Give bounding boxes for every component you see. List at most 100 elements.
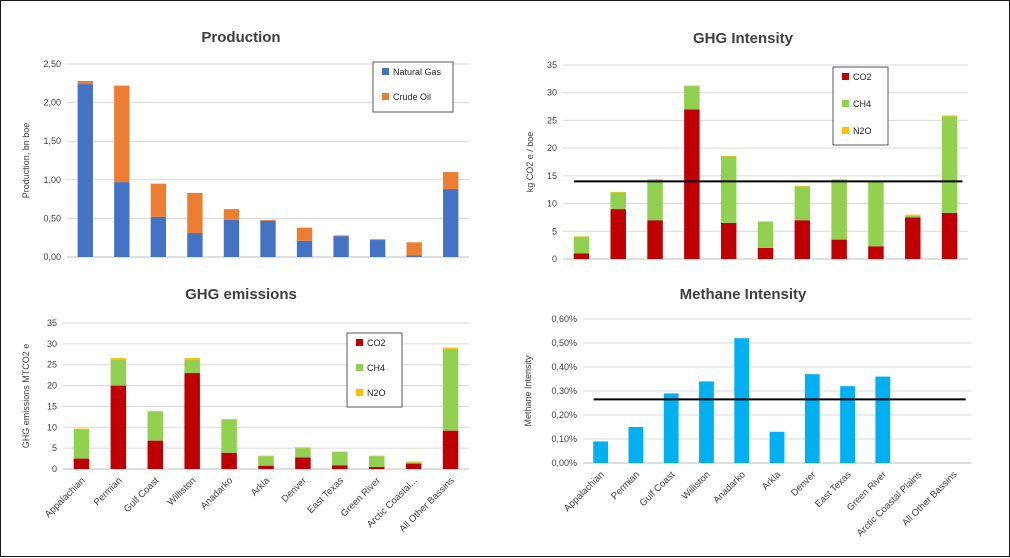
legend-entry: CO2 — [853, 72, 872, 82]
bar-co2 — [684, 109, 699, 259]
bar-n2o — [406, 461, 422, 462]
category-label: Denver — [280, 475, 309, 504]
bar-ch4 — [258, 456, 274, 466]
y-tick-label: 5 — [552, 226, 557, 236]
bar-co2 — [406, 464, 422, 469]
chart-methane_intensity: Methane Intensity0,00%0,10%0,20%0,30%0,4… — [523, 286, 971, 539]
y-tick-label: 1,00 — [43, 175, 61, 185]
bar-natural-gas — [333, 236, 348, 257]
bar-natural-gas — [151, 217, 166, 257]
category-label: Williston — [680, 469, 713, 502]
y-axis-label: GHG emissions MTCO2 e — [21, 344, 31, 449]
bar-value — [805, 374, 820, 463]
y-tick-label: 10 — [47, 422, 57, 432]
bar-natural-gas — [224, 220, 239, 257]
y-axis-label: kg CO2 e / boe — [525, 132, 535, 193]
bar-crude-oil — [187, 193, 202, 233]
legend-swatch — [356, 364, 363, 371]
bar-natural-gas — [370, 240, 385, 257]
bar-value — [593, 441, 608, 463]
legend-swatch — [842, 100, 849, 107]
legend-swatch — [842, 73, 849, 80]
legend-entry: CH4 — [367, 363, 385, 373]
category-label: Arctic Coastal Plains — [855, 469, 925, 539]
bar-value — [875, 377, 890, 463]
category-label: Permian — [609, 469, 642, 502]
bar-co2 — [647, 220, 662, 259]
bar-crude-oil — [370, 239, 385, 240]
bar-co2 — [942, 213, 957, 259]
bar-crude-oil — [443, 172, 458, 189]
bar-crude-oil — [151, 184, 166, 217]
bar-n2o — [148, 411, 164, 412]
bar-co2 — [443, 431, 459, 469]
bar-value — [699, 381, 714, 463]
legend-swatch — [382, 93, 389, 100]
bar-n2o — [610, 192, 625, 193]
chart-title: Production — [201, 29, 280, 46]
y-tick-label: 0,40% — [551, 362, 577, 372]
bar-co2 — [148, 441, 164, 469]
bar-co2 — [868, 246, 883, 259]
y-tick-label: 0 — [52, 464, 57, 474]
legend-swatch — [356, 389, 363, 396]
bar-co2 — [610, 209, 625, 259]
chart-title: GHG Intensity — [693, 30, 794, 47]
bar-value — [734, 338, 749, 463]
legend-swatch — [356, 339, 363, 346]
bar-n2o — [831, 179, 846, 180]
bar-value — [770, 432, 785, 463]
y-tick-label: 5 — [52, 443, 57, 453]
bar-ch4 — [369, 456, 385, 467]
bar-n2o — [295, 447, 311, 448]
y-tick-label: 1,50 — [43, 136, 61, 146]
bar-ch4 — [758, 222, 773, 248]
bar-natural-gas — [187, 233, 202, 257]
bar-n2o — [795, 186, 810, 187]
bar-co2 — [221, 453, 237, 469]
bar-value — [629, 427, 644, 463]
bar-co2 — [258, 466, 274, 469]
bar-n2o — [647, 179, 662, 180]
category-label: Appalachian — [43, 475, 88, 520]
bar-crude-oil — [333, 235, 348, 236]
category-label: Williston — [166, 475, 199, 508]
category-label: Arkla — [760, 469, 784, 493]
legend-entry: CH4 — [853, 99, 871, 109]
bar-n2o — [184, 358, 200, 359]
category-label: Permian — [92, 475, 125, 508]
y-tick-label: 30 — [47, 339, 57, 349]
y-tick-label: 0,50% — [551, 338, 577, 348]
bar-co2 — [295, 457, 311, 469]
y-tick-label: 0,50 — [43, 213, 61, 223]
bar-crude-oil — [260, 220, 275, 221]
bar-ch4 — [905, 216, 920, 218]
y-tick-label: 0,20% — [551, 410, 577, 420]
bar-ch4 — [647, 180, 662, 220]
y-tick-label: 0 — [552, 254, 557, 264]
bar-co2 — [795, 220, 810, 259]
bar-value — [664, 393, 679, 463]
bar-co2 — [758, 248, 773, 259]
legend-entry: Natural Gas — [393, 67, 442, 77]
bar-ch4 — [148, 412, 164, 441]
bar-ch4 — [111, 359, 127, 385]
bar-natural-gas — [407, 255, 422, 257]
bar-n2o — [684, 86, 699, 87]
y-axis-label: Methane Intensity — [523, 355, 533, 427]
bar-ch4 — [868, 182, 883, 246]
y-tick-label: 20 — [47, 381, 57, 391]
category-label: Anadarko — [199, 475, 236, 512]
bar-crude-oil — [224, 209, 239, 220]
bar-ch4 — [184, 359, 200, 373]
chart-title: Methane Intensity — [680, 286, 807, 303]
bar-crude-oil — [297, 228, 312, 241]
bar-ch4 — [610, 192, 625, 209]
bar-ch4 — [443, 349, 459, 431]
bar-n2o — [942, 115, 957, 116]
y-tick-label: 35 — [547, 60, 557, 70]
